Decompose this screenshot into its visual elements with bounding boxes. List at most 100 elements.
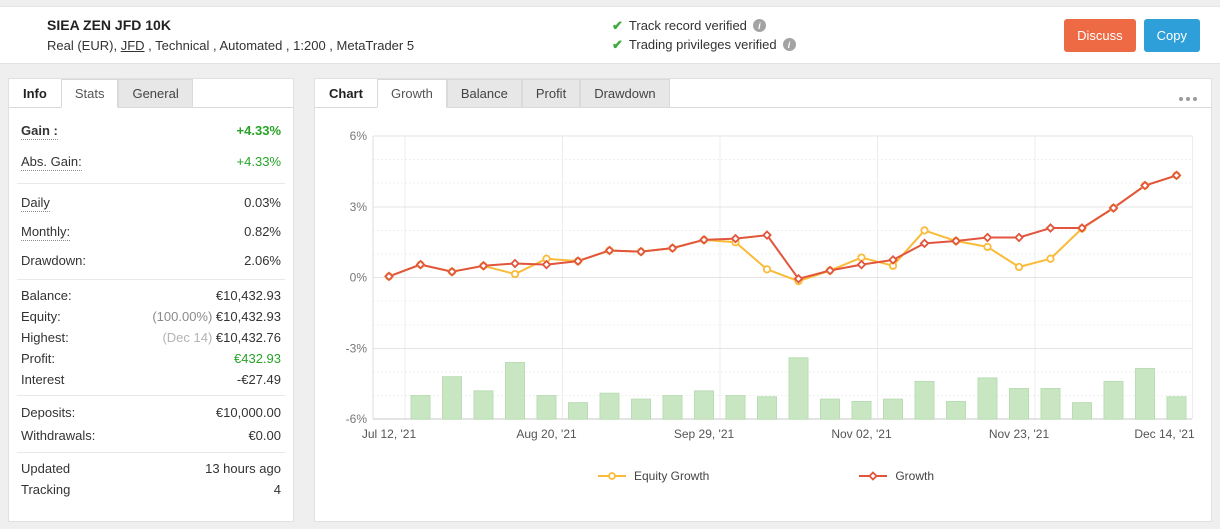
broker-link[interactable]: JFD [120,38,145,53]
stat-label: Interest [21,372,65,387]
account-header: SIEA ZEN JFD 10K Real (EUR), JFD , Techn… [0,6,1220,64]
divider [17,395,285,396]
stat-label: Monthly: [21,224,71,241]
growth-point [1140,180,1150,191]
tab-general[interactable]: General [118,79,193,108]
stat-label: Profit: [21,351,55,366]
stat-value: (Dec 14) €10,432.76 [162,330,281,345]
legend-item-growth[interactable]: Growth [859,469,934,483]
stat-row-abs-gain: Abs. Gain: +4.33% [21,147,281,178]
tab-chart-title: Chart [329,86,363,101]
copy-button[interactable]: Copy [1143,18,1200,52]
account-subtitle: Real (EUR), JFD , Technical , Automated … [47,38,612,53]
stats-tabbar: Info Stats General [9,79,293,108]
tab-drawdown[interactable]: Drawdown [580,79,670,108]
stat-row-deposits: Deposits: €10,000.00 [21,401,281,424]
stat-label: Gain : [21,123,58,140]
equity-growth-point [1046,254,1055,263]
growth-chart: 6% 3% 0% -3% -6% Jul 12, '21 Aug 20, '21 Sep 29… [315,108,1211,483]
divider [17,452,285,453]
badge-label: Trading privileges verified [628,37,777,52]
stat-value: +4.33% [236,123,281,138]
stat-value: -€27.49 [236,372,281,387]
equity-growth-point [762,265,772,274]
growth-point [856,259,867,270]
volume-bar [442,376,462,420]
volume-bar [1166,396,1187,420]
chart-tabbar: Chart Growth Balance Profit Drawdown [315,79,1211,108]
legend-item-equity-growth[interactable]: Equity Growth [597,469,709,483]
badge-label: Track record verified [628,18,747,33]
tab-info[interactable]: Info [23,86,47,101]
x-axis-tick-label: Nov 02, '21 [831,427,892,441]
growth-point [510,258,520,269]
growth-line [388,174,1177,280]
divider [17,183,285,184]
account-subtitle-rest: , Technical , Automated , 1:200 , MetaTr… [144,38,415,53]
stat-row-updated: Updated 13 hours ago [21,458,281,479]
volume-bar [694,390,714,420]
trading-privileges-verified-badge: Trading privileges verified [612,37,1052,53]
volume-bar [599,392,620,420]
x-axis-tick-label: Aug 20, '21 [516,427,577,441]
y-axis-tick-label: 6% [350,129,368,143]
stat-label: Updated [21,461,71,476]
x-axis-tick-label: Dec 14, '21 [1134,427,1195,441]
stat-row-drawdown: Drawdown: 2.06% [21,247,281,274]
volume-bar [536,395,557,420]
stat-value: €432.93 [234,351,281,366]
stat-row-balance: Balance: €10,432.93 [21,285,281,306]
volume-bar [977,377,998,420]
growth-point [730,233,741,244]
stat-value: €10,432.93 [215,288,281,303]
stat-row-tracking: Tracking 4 [21,479,281,500]
growth-point [1171,170,1182,181]
volume-bar [505,362,525,420]
y-axis-tick-label: 0% [350,271,368,285]
volume-bar [1103,380,1124,420]
info-icon[interactable] [752,19,766,32]
equity-growth-point [1014,262,1024,272]
growth-point [384,271,394,282]
checkmark-icon [612,18,623,34]
chart-panel: Chart Growth Balance Profit Drawdown 6% 3… [314,78,1212,522]
volume-bar [1040,388,1061,420]
growth-point [447,266,457,277]
tab-balance[interactable]: Balance [446,79,522,108]
growth-chart-svg: 6% 3% 0% -3% -6%Jul 12, '21 Aug 20, '21 Sep 29… [346,129,1195,441]
tab-stats[interactable]: Stats [60,79,119,108]
growth-point [1108,203,1119,213]
growth-point [1045,223,1056,233]
stat-value: 2.06% [244,253,281,268]
x-axis-tick-label: Jul 12, '21 [362,427,417,441]
stats-panel: Info Stats General Gain : +4.33% Abs. Ga… [8,78,294,522]
growth-point [762,230,772,240]
growth-point [415,259,426,270]
stats-list: Gain : +4.33% Abs. Gain: +4.33% Daily 0.… [9,108,293,506]
volume-bar [757,396,777,420]
stat-label: Drawdown: [21,253,87,268]
discuss-button[interactable]: Discuss [1064,18,1136,52]
growth-point [982,232,993,243]
volume-bar [1072,402,1092,420]
y-axis-tick-label: 3% [350,200,368,214]
stat-value: 13 hours ago [205,461,281,476]
stat-value: €0.00 [248,428,281,443]
stat-value: €10,000.00 [215,405,281,420]
panel-menu-icon[interactable] [1165,91,1211,107]
volume-bar [820,398,840,420]
stat-label: Abs. Gain: [21,154,82,171]
info-icon[interactable] [782,38,796,51]
stat-row-profit: Profit: €432.93 [21,348,281,369]
equity-growth-point [920,226,929,235]
tab-profit[interactable]: Profit [521,79,581,108]
tab-growth[interactable]: Growth [376,79,447,108]
stat-row-gain: Gain : +4.33% [21,116,281,147]
account-subtitle-prefix: Real (EUR), [47,38,121,53]
stat-value: +4.33% [236,154,281,169]
growth-point [825,265,835,276]
volume-bar [914,380,935,420]
divider [17,279,285,280]
stat-value-prefix: (Dec 14) [162,330,213,345]
